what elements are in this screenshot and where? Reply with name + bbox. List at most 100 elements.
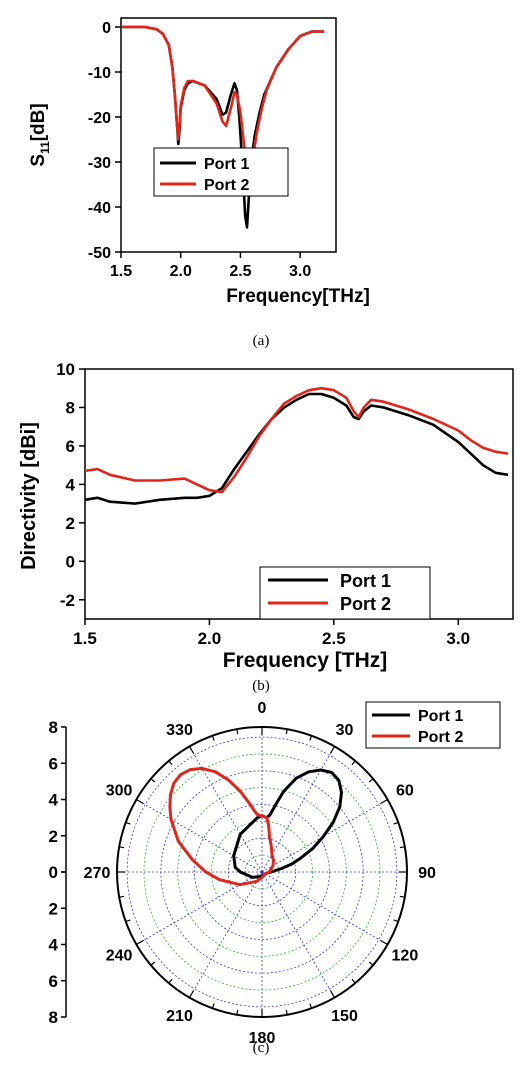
directivity-ytick-label: 4 bbox=[66, 476, 76, 495]
directivity-series-1-line bbox=[84, 392, 509, 505]
directivity-legend: Port 1 Port 2 bbox=[259, 566, 431, 620]
directivity-xtick-label: 3.0 bbox=[446, 629, 470, 648]
s11-legend-box bbox=[153, 147, 289, 197]
polar-legend-box bbox=[365, 701, 501, 749]
polar-angle-tick bbox=[285, 1009, 288, 1015]
polar-legend-label-port1: Port 1 bbox=[418, 708, 463, 725]
polar-angle-tick bbox=[285, 729, 288, 735]
s11-ytick-label: -50 bbox=[88, 245, 111, 262]
polar-angle-label: 120 bbox=[392, 948, 419, 965]
directivity-ytick-label: 2 bbox=[66, 514, 75, 533]
polar-angle-tick bbox=[236, 729, 239, 735]
polar-angle-tick bbox=[136, 798, 144, 805]
s11-xtick-label: 2.5 bbox=[229, 263, 251, 280]
directivity-xtick-label: 2.0 bbox=[198, 629, 222, 648]
s11-xtick-label: 1.5 bbox=[110, 263, 132, 280]
s11-ytick-label: -20 bbox=[88, 110, 111, 127]
polar-angle-tick bbox=[309, 735, 313, 741]
radiation-pattern-chart: 8 8 6 6 4 4 2 2 0 0 30 60 90 120 150 180 210 240 270 300 33… bbox=[49, 700, 501, 1056]
polar-angle-tick bbox=[125, 821, 131, 825]
s11-ylabel: S11[dB] bbox=[28, 103, 52, 166]
polar-angle-tick bbox=[368, 778, 374, 783]
polar-rtick-label-lower: 6 bbox=[49, 972, 58, 991]
polar-angle-tick bbox=[236, 1009, 239, 1015]
polar-grid-spoke bbox=[261, 871, 335, 998]
polar-grid-spoke bbox=[189, 871, 263, 998]
directivity-ylabel: Directivity [dBi] bbox=[18, 422, 40, 570]
polar-angle-tick bbox=[119, 846, 125, 849]
directivity-legend-box bbox=[259, 566, 431, 620]
s11-ytick-label: -10 bbox=[88, 65, 111, 82]
polar-angle-tick bbox=[150, 778, 156, 783]
directivity-ytick-label: 6 bbox=[66, 437, 75, 456]
polar-angle-tick bbox=[136, 939, 144, 946]
s11-series-1-line bbox=[121, 25, 325, 229]
polar-angle-tick bbox=[380, 939, 388, 946]
polar-series-2-line bbox=[168, 766, 275, 887]
polar-rtick-label-upper: 2 bbox=[49, 827, 58, 846]
polar-rtick-label-upper: 6 bbox=[49, 754, 58, 773]
polar-angle-tick bbox=[168, 978, 173, 984]
polar-angle-tick bbox=[188, 746, 195, 754]
polar-rtick-label-lower: 4 bbox=[49, 936, 59, 955]
polar-grid-spoke bbox=[261, 871, 388, 945]
polar-angle-tick bbox=[399, 846, 405, 849]
directivity-series-2-line bbox=[84, 386, 509, 494]
polar-grid-ring bbox=[126, 736, 398, 1008]
polar-angle-label: 150 bbox=[331, 1008, 358, 1025]
directivity-ytick-label: 8 bbox=[66, 399, 75, 418]
polar-angle-label: 270 bbox=[84, 865, 111, 882]
directivity-legend-label-port2: Port 2 bbox=[340, 594, 391, 614]
polar-angle-label: 210 bbox=[166, 1008, 193, 1025]
caption-b: (b) bbox=[252, 678, 270, 694]
directivity-ytick-label: 10 bbox=[56, 360, 75, 379]
polar-angle-label: 0 bbox=[258, 700, 267, 717]
s11-ytick-label: -30 bbox=[88, 155, 111, 172]
polar-angle-tick bbox=[211, 1003, 215, 1009]
directivity-legend-label-port1: Port 1 bbox=[340, 571, 391, 591]
s11-xtick-label: 2.0 bbox=[170, 263, 192, 280]
polar-grid-spoke bbox=[136, 799, 263, 873]
polar-angle-tick bbox=[351, 760, 356, 766]
s11-legend-label-port2: Port 2 bbox=[204, 177, 249, 194]
s11-xtick-label: 3.0 bbox=[289, 263, 311, 280]
polar-grid-spoke bbox=[189, 746, 263, 873]
polar-angle-label: 330 bbox=[166, 722, 193, 739]
polar-grid-ring bbox=[143, 753, 381, 991]
polar-angle-tick bbox=[368, 961, 374, 966]
polar-angle-label: 180 bbox=[249, 1030, 276, 1047]
directivity-chart: 10 8 6 4 2 0 -2 1.5 2.0 2.5 3.0 Directivity [dBi]… bbox=[18, 360, 514, 694]
polar-angle-label: 300 bbox=[106, 783, 133, 800]
s11-ytick-label: -40 bbox=[88, 200, 111, 217]
polar-rtick-label-upper: 0 bbox=[49, 863, 58, 882]
polar-angle-tick bbox=[211, 735, 215, 741]
caption-a: (a) bbox=[253, 333, 270, 349]
polar-angle-tick bbox=[393, 919, 399, 923]
s11-series-2-line bbox=[121, 25, 325, 195]
polar-angle-label: 30 bbox=[336, 722, 354, 739]
s11-plot-frame bbox=[120, 17, 337, 253]
polar-angle-tick bbox=[119, 895, 125, 898]
polar-angle-tick bbox=[309, 1003, 313, 1009]
polar-angle-tick bbox=[329, 746, 336, 754]
s11-legend: Port 1 Port 2 bbox=[153, 147, 289, 197]
polar-angle-label: 60 bbox=[396, 783, 414, 800]
polar-angle-label: 240 bbox=[106, 948, 133, 965]
s11-ytick-label: 0 bbox=[102, 20, 111, 37]
polar-rtick-label-upper: 8 bbox=[49, 718, 58, 737]
polar-angle-tick bbox=[125, 919, 131, 923]
polar-grid-spoke bbox=[261, 746, 335, 873]
polar-rtick-label-lower: 8 bbox=[49, 1008, 58, 1027]
polar-angle-tick bbox=[168, 760, 173, 766]
polar-rtick-label-upper: 4 bbox=[49, 791, 59, 810]
polar-angle-tick bbox=[380, 798, 388, 805]
directivity-xlabel: Frequency [THz] bbox=[223, 649, 388, 672]
polar-angle-tick bbox=[188, 990, 195, 998]
polar-legend: Port 1 Port 2 bbox=[365, 701, 501, 749]
polar-grid-ring bbox=[211, 821, 313, 923]
polar-angle-tick bbox=[329, 990, 336, 998]
s11-xlabel: Frequency[THz] bbox=[226, 286, 370, 307]
directivity-xtick-label: 2.5 bbox=[322, 629, 346, 648]
polar-angle-tick bbox=[150, 961, 156, 966]
